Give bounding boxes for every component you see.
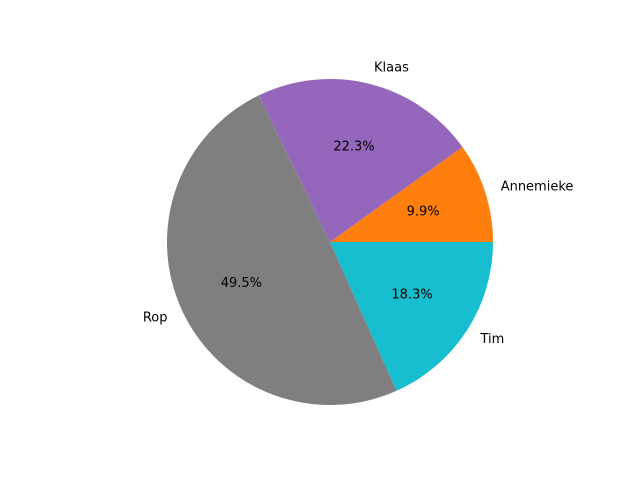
percent-label-tim: 18.3% xyxy=(391,288,432,303)
pie-slice-rop xyxy=(166,95,397,406)
pie-slice-annemieke xyxy=(330,147,493,242)
pie-slice-klaas xyxy=(258,78,463,242)
percent-label-annemieke: 9.9% xyxy=(407,205,440,220)
pie-wedges xyxy=(166,78,493,406)
percent-label-klaas: 22.3% xyxy=(333,140,374,155)
slice-label-klaas: Klaas xyxy=(374,61,409,76)
percent-label-rop: 49.5% xyxy=(221,276,262,291)
pie-labels: Annemieke 9.9% Klaas 22.3% Rop 49.5% Tim 18.3% xyxy=(143,61,574,347)
slice-label-annemieke: Annemieke xyxy=(501,180,574,195)
pie-slice-tim xyxy=(330,242,493,391)
slice-label-rop: Rop xyxy=(143,310,168,325)
slice-label-tim: Tim xyxy=(479,332,504,347)
